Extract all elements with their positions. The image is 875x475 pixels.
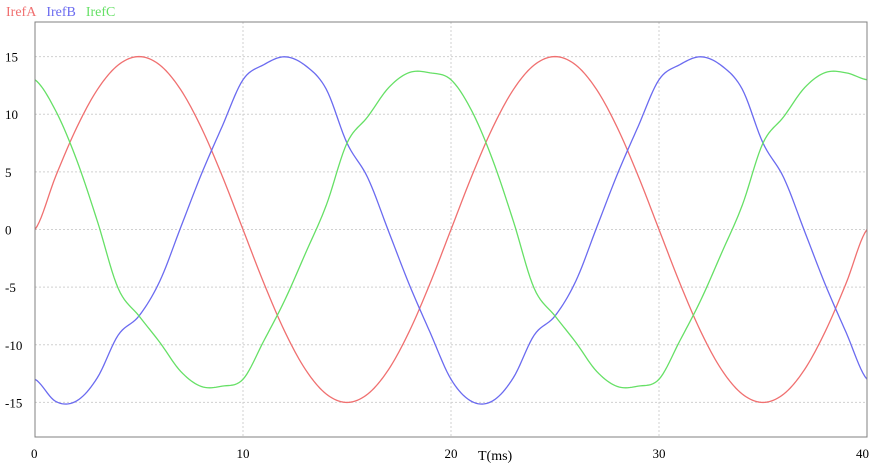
series-layer [34, 55, 868, 405]
y-tick-label: -5 [5, 280, 16, 295]
y-tick-label: 10 [5, 107, 18, 122]
y-tick-label: 0 [5, 223, 12, 238]
legend-entry-IrefA: IrefA [6, 5, 37, 20]
series-line-IrefA [34, 55, 868, 404]
x-tick-label: 20 [445, 446, 458, 461]
y-tick-label: -10 [5, 338, 22, 353]
x-tick-label: 40 [856, 446, 869, 461]
legend: IrefA IrefB IrefC [6, 5, 115, 20]
x-axis-label: T(ms) [478, 449, 513, 464]
y-tick-label: 5 [5, 165, 12, 180]
series-line-IrefC [34, 70, 868, 389]
series-line-IrefB [34, 56, 868, 405]
x-tick-label: 0 [31, 446, 38, 461]
y-tick-label: -15 [5, 395, 22, 410]
legend-entry-IrefB: IrefB [46, 5, 76, 20]
x-tick-label: 10 [237, 446, 250, 461]
y-tick-label: 15 [5, 50, 18, 65]
x-tick-label: 30 [653, 446, 666, 461]
axes: 0 10 20 30 40 T(ms) 15 10 5 0 -5 -10 -15 [5, 21, 869, 464]
plot-frame [34, 21, 868, 438]
legend-entry-IrefC: IrefC [86, 5, 116, 20]
